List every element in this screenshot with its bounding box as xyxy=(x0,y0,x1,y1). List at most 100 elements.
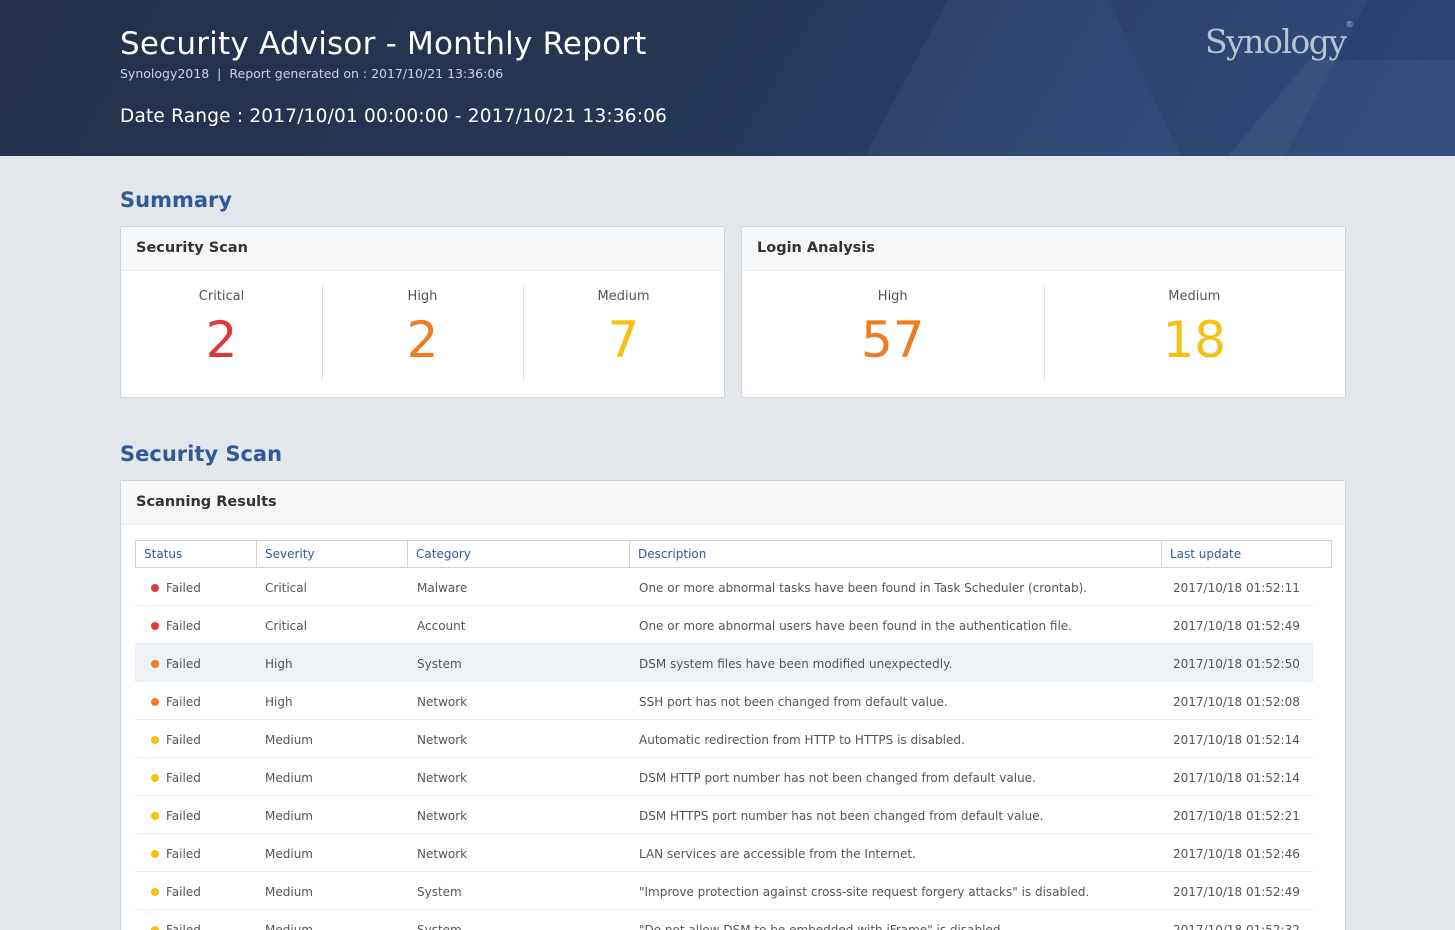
column-header-severity[interactable]: Severity xyxy=(257,541,408,567)
description-cell: One or more abnormal users have been fou… xyxy=(639,619,1072,633)
logo-text: Synology xyxy=(1205,22,1347,61)
registered-mark: ® xyxy=(1345,20,1354,29)
stats-row: High 57 Medium 18 xyxy=(742,271,1345,397)
status-text: Failed xyxy=(166,657,201,671)
status-cell: Failed xyxy=(135,872,256,909)
description-cell: "Do not allow DSM to be embedded with iF… xyxy=(639,923,1005,930)
status-text: Failed xyxy=(166,771,201,785)
table-row[interactable]: Failed High System DSM system files have be… xyxy=(135,644,1313,682)
table-row[interactable]: Failed Medium Network Automatic redirection… xyxy=(135,720,1313,758)
severity-cell: Medium xyxy=(265,771,313,785)
card-title: Login Analysis xyxy=(742,227,1345,271)
status-text: Failed xyxy=(166,885,201,899)
severity-cell: Medium xyxy=(265,885,313,899)
description-cell: Automatic redirection from HTTP to HTTPS… xyxy=(639,733,965,747)
status-text: Failed xyxy=(166,619,201,633)
status-text: Failed xyxy=(166,923,201,930)
status-cell: Failed xyxy=(135,606,256,643)
stat-value: 7 xyxy=(607,311,640,369)
severity-cell: Critical xyxy=(265,581,307,595)
status-cell: Failed xyxy=(135,568,256,605)
status-dot-icon xyxy=(151,660,159,668)
column-header-status[interactable]: Status xyxy=(136,541,257,567)
security-scan-summary-card: Security Scan Critical 2 High 2 Medium 7 xyxy=(120,226,725,398)
status-text: Failed xyxy=(166,847,201,861)
card-title: Scanning Results xyxy=(121,481,1345,525)
last-update-cell: 2017/10/18 01:52:08 xyxy=(1173,695,1300,709)
status-text: Failed xyxy=(166,809,201,823)
status-cell: Failed xyxy=(135,720,256,757)
table-row[interactable]: Failed Critical Account One or more abnorma… xyxy=(135,606,1313,644)
stat-value: 18 xyxy=(1162,311,1227,369)
status-cell: Failed xyxy=(135,758,256,795)
date-range: Date Range : 2017/10/01 00:00:00 - 2017/… xyxy=(120,106,668,127)
status-dot-icon xyxy=(151,850,159,858)
status-dot-icon xyxy=(151,622,159,630)
category-cell: Account xyxy=(417,619,466,633)
column-header-description[interactable]: Description xyxy=(630,541,1162,567)
category-cell: Malware xyxy=(417,581,468,595)
last-update-cell: 2017/10/18 01:52:49 xyxy=(1173,619,1300,633)
table-header: Status Severity Category Description Las… xyxy=(135,540,1332,568)
status-dot-icon xyxy=(151,774,159,782)
last-update-cell: 2017/10/18 01:52:11 xyxy=(1173,581,1300,595)
subtitle-separator: | xyxy=(217,66,222,81)
category-cell: Network xyxy=(417,695,468,709)
status-dot-icon xyxy=(151,888,159,896)
status-text: Failed xyxy=(166,733,201,747)
status-cell: Failed xyxy=(135,796,256,833)
status-dot-icon xyxy=(151,926,159,930)
last-update-cell: 2017/10/18 01:52:50 xyxy=(1173,657,1300,671)
table-row[interactable]: Failed Medium Network DSM HTTPS port number… xyxy=(135,796,1313,834)
last-update-cell: 2017/10/18 01:52:46 xyxy=(1173,847,1300,861)
status-dot-icon xyxy=(151,584,159,592)
severity-cell: Critical xyxy=(265,619,307,633)
last-update-cell: 2017/10/18 01:52:49 xyxy=(1173,885,1300,899)
table-row[interactable]: Failed Critical Malware One or more abnorma… xyxy=(135,568,1313,606)
table-row[interactable]: Failed Medium System "Do not allow DSM to b… xyxy=(135,910,1313,930)
report-header: Security Advisor - Monthly Report Synolo… xyxy=(0,0,1455,156)
status-text: Failed xyxy=(166,695,201,709)
column-header-category[interactable]: Category xyxy=(408,541,630,567)
status-cell: Failed xyxy=(135,910,256,930)
severity-cell: Medium xyxy=(265,923,313,930)
stat-high: High 57 xyxy=(742,271,1044,397)
status-dot-icon xyxy=(151,698,159,706)
summary-heading: Summary xyxy=(120,188,233,212)
status-text: Failed xyxy=(166,581,201,595)
category-cell: Network xyxy=(417,809,468,823)
severity-cell: Medium xyxy=(265,847,313,861)
synology-logo: Synology® xyxy=(1205,20,1354,61)
status-dot-icon xyxy=(151,812,159,820)
category-cell: Network xyxy=(417,847,468,861)
category-cell: System xyxy=(417,885,462,899)
stats-row: Critical 2 High 2 Medium 7 xyxy=(121,271,724,397)
severity-cell: Medium xyxy=(265,809,313,823)
stat-medium: Medium 18 xyxy=(1043,271,1346,397)
description-cell: DSM HTTPS port number has not been chang… xyxy=(639,809,1044,823)
table-row[interactable]: Failed Medium Network LAN services are acce… xyxy=(135,834,1313,872)
table-row[interactable]: Failed Medium Network DSM HTTP port number … xyxy=(135,758,1313,796)
last-update-cell: 2017/10/18 01:52:14 xyxy=(1173,771,1300,785)
description-cell: LAN services are accessible from the Int… xyxy=(639,847,916,861)
stat-label: Medium xyxy=(597,289,650,304)
status-cell: Failed xyxy=(135,834,256,871)
severity-cell: High xyxy=(265,695,293,709)
table-row[interactable]: Failed High Network SSH port has not been c… xyxy=(135,682,1313,720)
column-header-last-update[interactable]: Last update xyxy=(1170,547,1242,561)
table-body: Failed Critical Malware One or more abnorma… xyxy=(135,568,1332,930)
security-scan-heading: Security Scan xyxy=(120,442,283,466)
severity-cell: Medium xyxy=(265,733,313,747)
stat-value: 57 xyxy=(860,311,925,369)
description-cell: SSH port has not been changed from defau… xyxy=(639,695,948,709)
stat-value: 2 xyxy=(205,311,238,369)
last-update-cell: 2017/10/18 01:52:14 xyxy=(1173,733,1300,747)
status-dot-icon xyxy=(151,736,159,744)
stat-label: Medium xyxy=(1168,289,1221,304)
stat-medium: Medium 7 xyxy=(523,271,724,397)
table-row[interactable]: Failed Medium System "Improve protection ag… xyxy=(135,872,1313,910)
stat-label: High xyxy=(877,289,908,304)
scanning-results-card: Scanning Results Status Severity Categor… xyxy=(120,480,1346,930)
description-cell: "Improve protection against cross-site r… xyxy=(639,885,1090,899)
stat-label: High xyxy=(407,289,438,304)
